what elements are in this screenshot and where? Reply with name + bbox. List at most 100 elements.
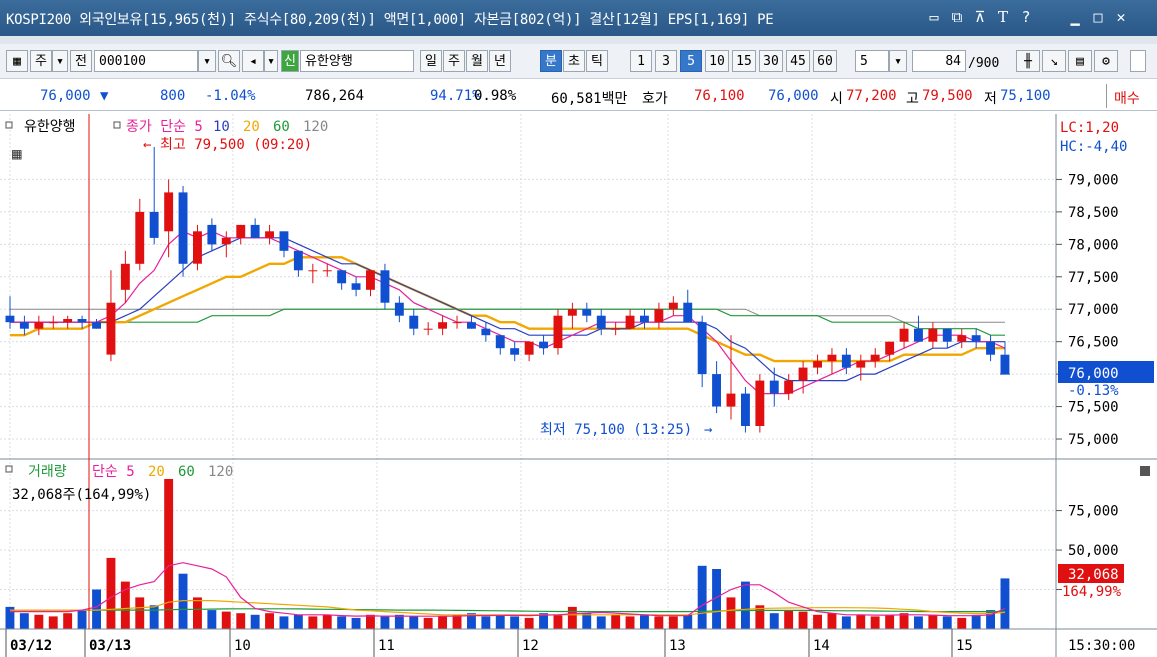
candle-body <box>971 335 981 342</box>
interval-3[interactable]: 3 <box>655 50 677 72</box>
interval-1[interactable]: 1 <box>630 50 652 72</box>
volume-legend: 단순 5 20 60 120 <box>92 464 233 480</box>
price-legend: 종가 단순 5 10 20 60 120 <box>126 119 328 135</box>
ma5-line <box>10 230 1006 395</box>
low-annotation: 최저 75,100 (13:25) <box>540 422 692 438</box>
volume-bar <box>697 565 707 629</box>
title-bar: KOSPI200 외국인보유[15,965(천)] 주식수[80,209(천)]… <box>0 0 1157 36</box>
candle-body <box>236 224 246 238</box>
buy-button[interactable]: 매수 <box>1114 91 1140 107</box>
x-axis: 03/12 03/13 10 11 12 13 14 15 <box>5 629 973 657</box>
candle-body <box>726 393 736 407</box>
chart-area[interactable]: 유한양행 종가 단순 5 10 20 60 120 ▦ ← 최고 79,500 (09:… <box>0 114 1157 657</box>
price-down-arrow-icon: ▼ <box>100 88 109 104</box>
speaker-icon[interactable]: ◂ <box>242 50 264 72</box>
volume-bar <box>668 616 678 629</box>
close-icon[interactable]: ✕ <box>1116 8 1126 26</box>
candle-body <box>539 341 548 349</box>
tab-day[interactable]: 일 <box>420 50 442 72</box>
hoga-label: 호가 <box>642 91 668 107</box>
candle-body <box>120 263 130 290</box>
interval-dropdown-icon[interactable]: ▾ <box>889 50 907 72</box>
volume-bar <box>928 614 938 629</box>
x-axis-label: 11 <box>378 638 395 654</box>
candle-body <box>221 237 231 245</box>
low-label: 저 <box>984 91 997 107</box>
popout-icon[interactable]: ⧉ <box>951 8 963 26</box>
volume-bar <box>813 614 822 629</box>
price-tick-label: 75,000 <box>1068 432 1119 448</box>
volume-tick-label: 75,000 <box>1068 504 1119 520</box>
save-icon[interactable]: ▤ <box>1068 50 1092 72</box>
interval-45[interactable]: 45 <box>786 50 810 72</box>
interval-15[interactable]: 15 <box>732 50 756 72</box>
volume-bar <box>870 616 880 629</box>
volume-bar <box>34 614 44 629</box>
interval-input[interactable]: 5 <box>855 50 889 72</box>
tab-year[interactable]: 년 <box>489 50 511 72</box>
current-price-box <box>1058 361 1154 383</box>
tab-month[interactable]: 월 <box>466 50 488 72</box>
x-axis-label: 10 <box>234 638 251 654</box>
candle-body <box>654 309 664 323</box>
count-total: /900 <box>968 56 1000 71</box>
x-axis-time: 15:30:00 <box>1068 638 1135 654</box>
pin-icon[interactable]: ⊼ <box>974 8 986 26</box>
interval-30[interactable]: 30 <box>759 50 783 72</box>
volume-bar <box>625 616 635 629</box>
maximize-icon[interactable]: □ <box>1093 8 1103 26</box>
volume-bar <box>322 614 332 629</box>
volume-ratio: 94.71% <box>430 88 481 104</box>
volume-bar <box>221 611 231 629</box>
candle-body <box>697 322 707 375</box>
volume-bar <box>178 573 188 629</box>
tab-minute[interactable]: 분 <box>540 50 562 72</box>
font-icon[interactable]: T <box>997 8 1008 26</box>
code-dropdown-icon[interactable]: ▾ <box>198 50 216 72</box>
jeon-button[interactable]: 전 <box>70 50 92 72</box>
volume-bar <box>755 605 765 629</box>
tab-tick[interactable]: 틱 <box>586 50 608 72</box>
candle-body <box>495 335 505 349</box>
panel-collapse-icon[interactable] <box>1140 466 1150 476</box>
x-axis-label: 03/13 <box>89 638 131 654</box>
candle-body <box>164 192 174 232</box>
turnover-ratio: 0.98% <box>474 88 517 104</box>
ju-dropdown-icon[interactable]: ▾ <box>52 50 68 72</box>
ma20-line <box>10 256 1005 363</box>
interval-60[interactable]: 60 <box>813 50 837 72</box>
volume-bar <box>308 616 318 629</box>
stock-name-field[interactable]: 유한양행 <box>300 50 414 72</box>
code-input[interactable]: 000100 <box>94 50 198 72</box>
layout-icon[interactable]: ▦ <box>6 50 28 72</box>
volume-bar <box>524 617 534 629</box>
volume-legend-item: 단순 5 <box>92 464 135 480</box>
volume-bar <box>1000 578 1010 629</box>
interval-5[interactable]: 5 <box>680 50 702 72</box>
tab-week[interactable]: 주 <box>443 50 465 72</box>
help-icon[interactable]: ? <box>1021 8 1031 26</box>
option-checkbox[interactable] <box>1130 50 1146 72</box>
minimize-icon[interactable]: ▁ <box>1070 8 1080 26</box>
tab-second[interactable]: 초 <box>563 50 585 72</box>
candle-type-icon[interactable]: ╫ <box>1016 50 1040 72</box>
ju-button[interactable]: 주 <box>30 50 52 72</box>
interval-10[interactable]: 10 <box>705 50 729 72</box>
volume-bar <box>366 614 375 629</box>
volume-bar <box>293 614 303 629</box>
candle-body <box>279 231 289 251</box>
search-icon[interactable]: 🔍︎ <box>218 50 240 72</box>
shin-badge[interactable]: 신 <box>281 50 299 72</box>
table-view-icon[interactable]: ▦ <box>12 144 22 163</box>
window-icon[interactable]: ▭ <box>929 8 939 26</box>
volume-bar <box>899 613 909 629</box>
candle-body <box>438 322 447 329</box>
count-input[interactable]: 84 <box>912 50 966 72</box>
speaker-dropdown-icon[interactable]: ▾ <box>264 50 278 72</box>
trend-tool-icon[interactable]: ↘ <box>1042 50 1066 72</box>
candle-body <box>135 211 145 264</box>
high-label: 고 <box>906 91 919 107</box>
x-axis-label: 14 <box>813 638 830 654</box>
settings-gear-icon[interactable]: ⚙ <box>1094 50 1118 72</box>
